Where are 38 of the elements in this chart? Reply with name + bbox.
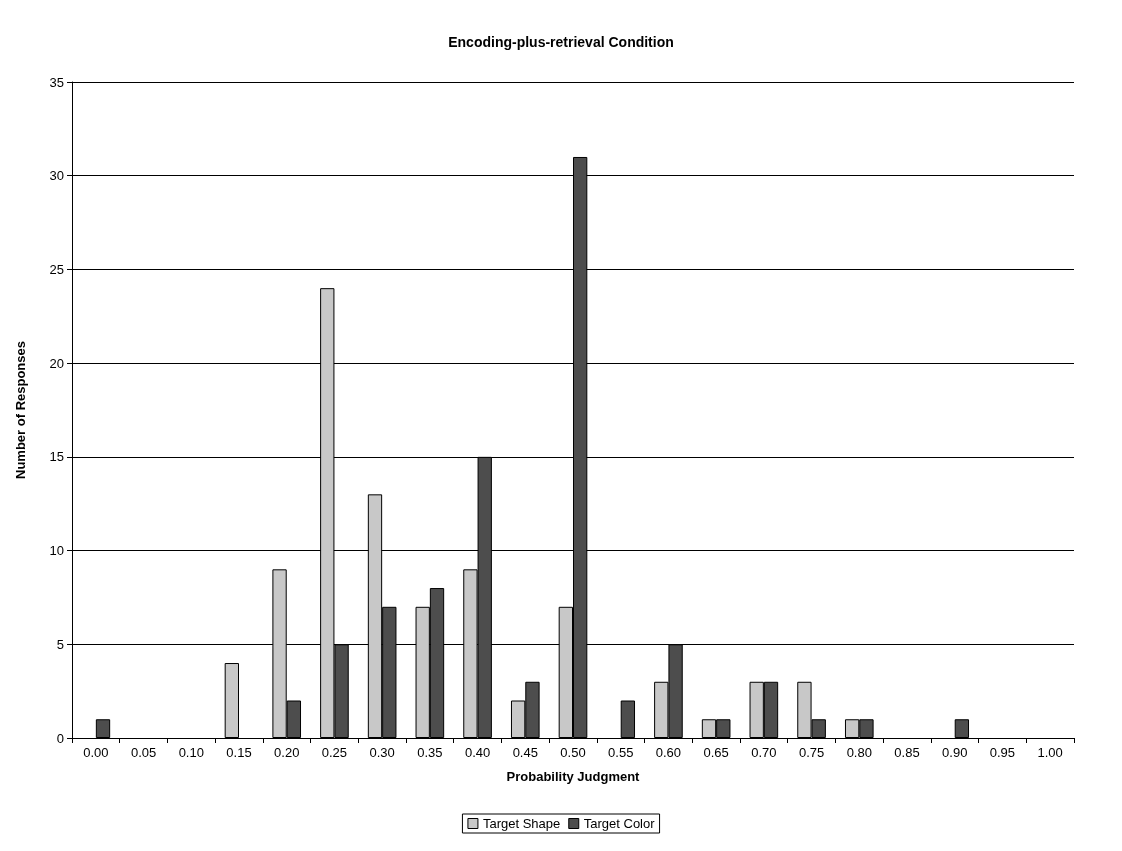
x-tick-label: 0.30 — [369, 745, 395, 760]
x-tick-label: 1.00 — [1037, 745, 1063, 760]
x-tick-label: 0.85 — [894, 745, 920, 760]
y-tick-label: 15 — [49, 449, 64, 465]
x-tick-label: 0.40 — [464, 745, 491, 760]
x-tick-label: 0.20 — [274, 745, 300, 760]
bar — [95, 719, 111, 738]
y-tick-label: 30 — [49, 168, 64, 184]
legend-label: Target Color — [583, 816, 656, 831]
y-tick-label: 0 — [56, 730, 64, 746]
x-tick-label: 0.10 — [178, 745, 204, 760]
y-tick-label: 5 — [56, 636, 64, 652]
x-tick-label: 0.60 — [655, 745, 682, 760]
x-tick-label: 0.15 — [226, 745, 252, 760]
x-tick-label: 0.05 — [130, 745, 157, 760]
y-tick-label: 25 — [49, 261, 64, 277]
x-tick-label: 0.25 — [321, 745, 348, 760]
bar — [620, 700, 636, 738]
x-tick-label: 0.35 — [417, 745, 443, 760]
legend-label: Target Shape — [482, 816, 561, 831]
x-tick-label: 0.90 — [942, 745, 968, 760]
bar — [954, 719, 970, 738]
y-tick-label: 10 — [49, 543, 64, 559]
chart-title: Encoding-plus-retrieval Condition — [448, 34, 674, 50]
y-tick-label: 35 — [49, 74, 64, 90]
x-tick-label: 0.95 — [989, 745, 1016, 760]
x-tick-label: 0.80 — [846, 745, 872, 760]
y-axis-title: Number of Responses — [13, 341, 28, 479]
x-tick-label: 0.00 — [83, 745, 109, 760]
x-axis-title: Probability Judgment — [506, 769, 641, 784]
y-tick-label: 20 — [49, 355, 64, 371]
x-tick-label: 0.45 — [512, 745, 538, 760]
x-tick-label: 0.75 — [798, 745, 825, 760]
x-tick-label: 0.55 — [608, 745, 634, 760]
x-tick-label: 0.65 — [703, 745, 729, 760]
x-tick-label: 0.50 — [560, 745, 586, 760]
bar — [224, 663, 239, 738]
x-tick-label: 0.70 — [751, 745, 777, 760]
